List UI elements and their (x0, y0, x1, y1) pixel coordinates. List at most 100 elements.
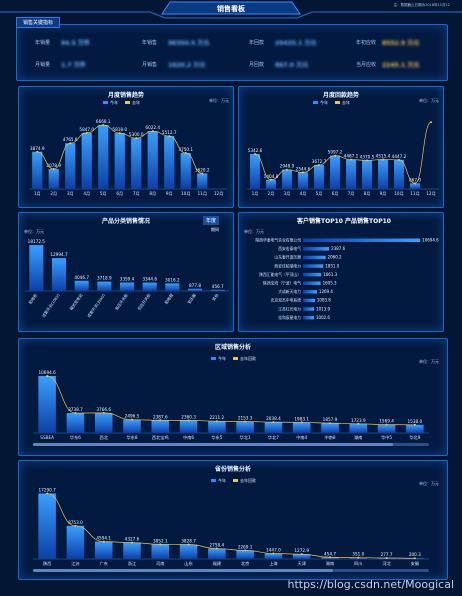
bar (48, 169, 59, 189)
tick-label: 陕西 (43, 560, 51, 567)
bar (74, 280, 89, 291)
tick-label: SSBEA (40, 435, 54, 440)
data-label: 2387.6 (153, 414, 168, 419)
tick-label: 1月 (252, 191, 259, 197)
trend-point (272, 552, 275, 555)
data-label: 18172.5 (28, 239, 46, 244)
bar (151, 544, 170, 559)
data-label: 2387.6 (331, 246, 345, 251)
tick-label: 4月 (300, 191, 307, 197)
tick-label: 浙江 (128, 560, 136, 567)
tick-label: 12月 (214, 191, 224, 197)
tick-label: 华北9 (409, 434, 420, 441)
trend-point (118, 132, 121, 135)
bar (131, 138, 142, 189)
kpi-label: 年回款 (249, 40, 265, 46)
customer-name: 大成新天电力 (278, 289, 301, 294)
trend-point (74, 524, 77, 527)
bar (65, 143, 76, 189)
tick-label: 5月 (100, 191, 107, 197)
legend-label: 去年 (342, 99, 350, 105)
region-sales-unit: 单位：万元 (419, 359, 439, 364)
data-label: 867.0 (409, 177, 421, 182)
trend-point (357, 556, 360, 559)
monthly-payment-panel: 月度回款趋势 单位：万元 5342.6 1月 1404.8 2月 2948.9 3月 254… (238, 86, 444, 208)
tick-label: 6月 (116, 191, 123, 197)
customer-name: 江苏红光电力 (278, 306, 301, 311)
trend-point (366, 159, 368, 162)
tab-customer-top10[interactable]: 客户销售TOP10 (297, 218, 343, 225)
bar (165, 283, 180, 291)
monthly-sales-unit: 单位：万元 (209, 98, 229, 103)
tick-label: 山东 (184, 560, 192, 567)
customer-name: 陕西宝鸡（宁波）电气 (263, 281, 301, 286)
customer-name: 北京双杰中电系统 (271, 298, 302, 303)
kpi-label: 月回款 (249, 62, 265, 68)
bar (303, 281, 321, 285)
kpi-value: 98350.5 万元 (168, 40, 210, 47)
tick-label: 3月 (67, 191, 74, 197)
trend-point (52, 168, 55, 171)
data-label: 2211.2 (210, 415, 225, 420)
tick-label: 7月 (348, 191, 355, 197)
data-label: 200.3 (409, 552, 421, 557)
kpi-title: 销售关键指标 (16, 17, 61, 28)
trend-point (159, 419, 162, 422)
data-label: 10694.6 (38, 370, 56, 375)
kpi-value: 94.5 万件 (61, 40, 90, 47)
kpi-value: 29435.1 万元 (275, 40, 317, 47)
trend-point (131, 418, 133, 421)
data-label: 12994.7 (50, 252, 68, 257)
data-label: 2038.4 (266, 416, 281, 421)
bar (210, 289, 225, 291)
customer-name: 山东泰开变压器 (274, 255, 301, 260)
trend-line (254, 121, 432, 184)
bar (406, 424, 424, 433)
bar (349, 423, 368, 433)
bar (142, 282, 157, 291)
tab-product-top10[interactable]: 产品销售TOP10 (345, 218, 391, 225)
tick-label: 中南4 (296, 434, 307, 441)
trend-point (184, 151, 187, 154)
data-label: 1272.9 (294, 548, 309, 553)
data-label: 351.0 (352, 552, 364, 557)
scroll-thumb (33, 569, 333, 572)
tick-label: 6月 (332, 191, 339, 197)
data-label: 1857.9 (323, 417, 338, 422)
bar (123, 542, 141, 559)
category-sales-unit: 单位：万元 (24, 229, 44, 234)
data-label: 1404.8 (264, 174, 279, 179)
trend-point (46, 374, 49, 377)
tick-label: 3月 (284, 191, 291, 197)
customer-name: 西安宏泰电气 (278, 246, 301, 251)
bar (208, 548, 226, 559)
data-label: 1447.0 (266, 548, 281, 553)
trend-point (85, 131, 88, 134)
tab-period[interactable]: 期间 (211, 227, 219, 232)
tick-label: 湖南 (354, 434, 362, 441)
trend-point (414, 182, 416, 185)
tick-label: 2月 (50, 191, 57, 197)
trend-point (350, 158, 352, 161)
customer-name: 陕西汇能电气（平顶山） (259, 272, 301, 277)
bar (303, 298, 315, 303)
tab-year[interactable]: 年度 (202, 216, 219, 225)
legend-label: 去年 (132, 99, 140, 105)
data-label: 6022.4 (145, 125, 160, 130)
bar (94, 412, 113, 433)
bar (303, 247, 330, 251)
tick-label: 中南8 (324, 434, 335, 441)
legend-swatch (211, 479, 216, 482)
kpi-label: 年初应收 (356, 40, 377, 46)
bar (292, 554, 311, 559)
tick-label: 华东8 (126, 434, 137, 441)
legend-swatch (211, 357, 216, 360)
data-label: 3016.2 (165, 277, 180, 282)
tick-label: 华北7 (268, 434, 279, 441)
tick-label: 华东5 (211, 434, 222, 441)
legend-swatch (335, 101, 340, 104)
data-label: 17290.7 (38, 487, 56, 492)
bar (377, 424, 396, 433)
trend-point (398, 158, 400, 161)
data-label: 3750.1 (178, 147, 193, 152)
